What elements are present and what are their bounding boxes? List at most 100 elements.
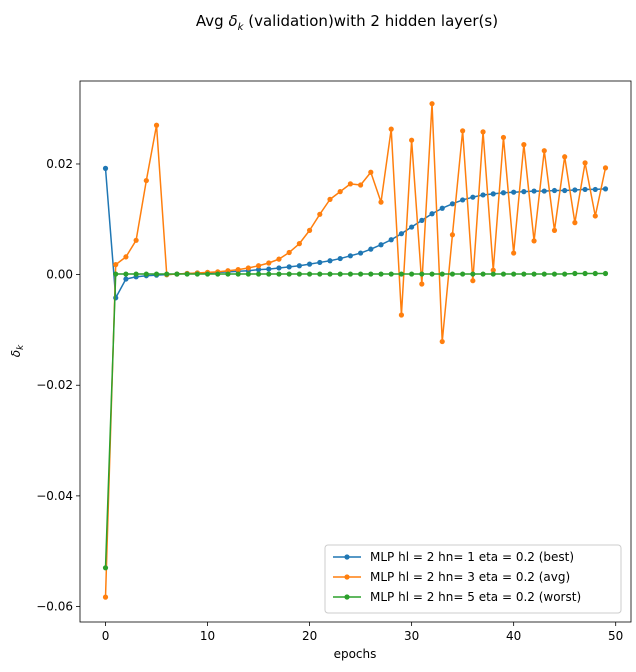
data-point — [500, 134, 507, 141]
data-point — [358, 182, 364, 188]
data-point — [215, 271, 221, 277]
data-point — [133, 237, 139, 243]
data-point — [317, 271, 323, 277]
data-point — [358, 250, 364, 256]
data-point — [225, 271, 231, 277]
data-point — [490, 271, 496, 277]
legend-label: MLP hl = 2 hn= 1 eta = 0.2 (best) — [370, 550, 574, 564]
data-point — [276, 271, 282, 277]
data-point — [255, 263, 262, 269]
data-point — [347, 253, 353, 259]
data-point — [602, 270, 609, 277]
legend-marker — [344, 574, 350, 580]
data-point — [347, 181, 353, 187]
data-point — [388, 126, 394, 132]
axes-frame — [79, 80, 632, 623]
data-point — [449, 271, 456, 277]
data-point — [286, 271, 292, 277]
data-point — [572, 187, 578, 193]
data-point — [113, 262, 119, 268]
data-point — [266, 271, 272, 277]
data-point — [531, 238, 537, 244]
x-tick-label: 30 — [404, 629, 419, 643]
data-point — [306, 227, 313, 233]
data-point — [460, 128, 466, 134]
y-tick-label: −0.06 — [36, 600, 73, 614]
data-point — [123, 271, 129, 277]
data-point — [592, 270, 598, 277]
data-point — [398, 231, 405, 237]
data-point — [470, 271, 476, 277]
data-point — [419, 217, 425, 223]
data-point — [378, 199, 384, 205]
data-point — [490, 191, 496, 197]
data-point — [368, 271, 374, 277]
data-point — [480, 129, 486, 135]
data-point — [398, 271, 405, 277]
data-point — [276, 265, 282, 271]
data-point — [113, 271, 119, 277]
data-point — [541, 148, 547, 154]
data-point — [409, 224, 415, 230]
data-point — [388, 271, 394, 277]
data-point — [368, 169, 374, 175]
data-point — [592, 186, 598, 193]
x-tick-label: 0 — [102, 629, 110, 643]
series-layer — [102, 101, 609, 600]
plot-area — [102, 101, 609, 600]
data-point — [327, 271, 333, 277]
data-point — [194, 271, 200, 277]
legend-marker — [344, 594, 350, 600]
data-point — [102, 565, 109, 571]
data-point — [347, 271, 353, 277]
data-point — [286, 264, 292, 270]
x-tick-label: 50 — [608, 629, 623, 643]
data-point — [562, 271, 568, 277]
data-point — [592, 213, 598, 219]
data-point — [419, 271, 425, 277]
y-tick-label: 0.02 — [46, 157, 73, 171]
data-point — [582, 160, 588, 166]
data-point — [245, 271, 251, 277]
y-tick-label: −0.02 — [36, 378, 73, 392]
data-point — [296, 241, 302, 247]
series-line-3 — [104, 272, 606, 568]
x-axis-label: epochs — [334, 647, 377, 661]
data-point — [235, 267, 241, 273]
data-point — [133, 271, 139, 277]
x-tick-label: 10 — [200, 629, 215, 643]
y-tick-label: 0.00 — [46, 268, 73, 282]
data-point — [572, 270, 578, 277]
data-point — [204, 271, 211, 277]
data-point — [562, 187, 568, 194]
data-point — [521, 271, 527, 277]
data-point — [398, 312, 405, 318]
data-point — [153, 271, 160, 277]
data-point — [439, 205, 445, 211]
data-point — [337, 189, 343, 195]
data-point — [143, 271, 149, 277]
data-point — [480, 271, 486, 277]
data-point — [419, 281, 425, 287]
y-tick-label: −0.04 — [36, 489, 73, 503]
data-point — [123, 254, 129, 260]
data-point — [429, 101, 435, 107]
data-point — [582, 270, 588, 277]
data-point — [235, 271, 241, 277]
data-point — [317, 211, 323, 217]
data-point — [511, 189, 517, 195]
data-point — [449, 201, 456, 207]
data-point — [470, 194, 476, 200]
data-point — [531, 271, 537, 277]
chart-title: Avg δk (validation)with 2 hidden layer(s… — [196, 12, 498, 33]
data-point — [429, 271, 435, 277]
data-point — [531, 188, 537, 194]
data-point — [337, 255, 343, 262]
data-point — [460, 271, 466, 277]
data-point — [551, 271, 558, 277]
data-point — [551, 187, 558, 194]
data-point — [541, 271, 547, 277]
data-point — [582, 186, 588, 193]
data-point — [521, 142, 527, 148]
data-point — [470, 278, 476, 284]
